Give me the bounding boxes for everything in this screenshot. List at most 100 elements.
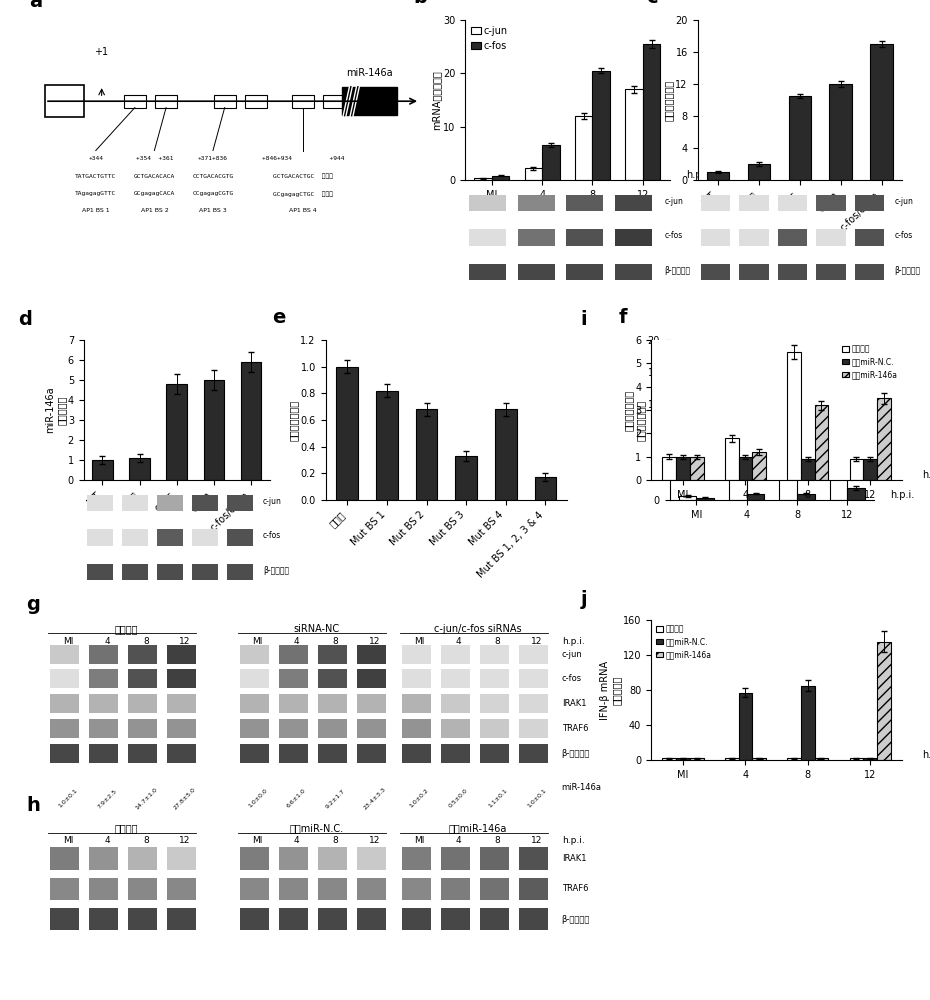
Bar	[752, 758, 766, 760]
Bar	[50, 645, 79, 664]
Bar	[469, 229, 506, 246]
Text: 模拟转染: 模拟转染	[114, 624, 139, 634]
Bar	[518, 264, 554, 280]
Bar	[89, 694, 118, 713]
Bar	[50, 719, 79, 738]
Bar	[337, 367, 358, 500]
Text: +371+836: +371+836	[198, 156, 228, 161]
Bar	[830, 84, 852, 180]
Y-axis label: 相对荧光素活性: 相对荧光素活性	[624, 389, 633, 431]
Y-axis label: 相对荧光素活性: 相对荧光素活性	[664, 79, 674, 121]
Bar	[847, 488, 865, 500]
Bar	[441, 878, 470, 900]
Bar	[240, 669, 269, 688]
Bar	[167, 878, 196, 900]
Bar	[318, 744, 347, 762]
Text: +344: +344	[88, 156, 103, 161]
Bar	[519, 694, 548, 713]
Bar	[676, 758, 690, 760]
Text: β-肌动蛋白: β-肌动蛋白	[895, 266, 921, 275]
Bar	[342, 87, 396, 115]
Bar	[192, 564, 219, 580]
Bar	[402, 878, 431, 900]
Bar	[240, 719, 269, 738]
Bar	[279, 694, 308, 713]
Bar	[724, 758, 738, 760]
Bar	[739, 229, 769, 246]
Text: 1.0±0.1: 1.0±0.1	[58, 788, 78, 809]
Bar	[241, 362, 261, 480]
Text: GCgagagCACA: GCgagagCACA	[134, 191, 175, 196]
Text: CCTGACACGTG: CCTGACACGTG	[193, 174, 233, 179]
Bar	[480, 645, 509, 664]
Text: c-jun/c-fos siRNAs: c-jun/c-fos siRNAs	[434, 624, 522, 634]
Bar	[89, 847, 118, 870]
Bar	[50, 744, 79, 762]
Bar	[156, 529, 183, 546]
Bar	[167, 744, 196, 762]
Bar	[357, 744, 386, 762]
Bar	[676, 457, 690, 480]
Text: AP1 BS 2: AP1 BS 2	[140, 209, 168, 214]
Bar	[877, 642, 891, 760]
Text: MI: MI	[252, 637, 263, 646]
Bar	[787, 758, 801, 760]
Text: β-肌动蛋白: β-肌动蛋白	[664, 266, 691, 275]
Bar	[167, 669, 196, 688]
Legend: 野生型, 突变型: 野生型, 突变型	[674, 345, 707, 372]
Bar	[129, 458, 150, 480]
Bar	[318, 878, 347, 900]
Bar	[441, 669, 470, 688]
Text: +1: +1	[94, 47, 108, 57]
Y-axis label: IFN-β mRNA
相对表现量: IFN-β mRNA 相对表现量	[600, 660, 621, 720]
Bar	[441, 719, 470, 738]
Bar	[469, 195, 506, 211]
Bar	[518, 229, 554, 246]
Bar	[50, 878, 79, 900]
Bar	[441, 645, 470, 664]
Bar	[89, 669, 118, 688]
Bar	[227, 564, 253, 580]
Bar	[204, 380, 224, 480]
Text: c-fos: c-fos	[664, 232, 683, 240]
Text: 0.5±0.0: 0.5±0.0	[448, 788, 469, 809]
Text: 4: 4	[456, 637, 461, 646]
Text: 14.7±1.0: 14.7±1.0	[134, 787, 158, 811]
Bar	[240, 744, 269, 762]
Bar	[128, 908, 157, 930]
Bar	[89, 908, 118, 930]
Text: c-jun: c-jun	[895, 197, 913, 206]
Bar	[592, 71, 610, 180]
Text: h.p.i.: h.p.i.	[562, 637, 584, 646]
Text: h.p.i.: h.p.i.	[923, 750, 930, 760]
Bar	[474, 178, 492, 180]
Bar	[357, 847, 386, 870]
Text: c-jun: c-jun	[263, 497, 282, 506]
Y-axis label: mRNA相对表现量: mRNA相对表现量	[432, 70, 442, 130]
Bar	[122, 529, 149, 546]
Bar	[89, 645, 118, 664]
Text: AP1 BS 1: AP1 BS 1	[82, 209, 110, 214]
Bar	[128, 878, 157, 900]
Bar	[89, 719, 118, 738]
Bar	[279, 669, 308, 688]
Bar	[566, 229, 603, 246]
Text: 12: 12	[179, 637, 191, 646]
Bar	[801, 686, 815, 760]
Bar	[707, 172, 729, 180]
Bar	[830, 376, 847, 500]
Text: h.p.i.: h.p.i.	[891, 490, 915, 500]
Text: IRAK1: IRAK1	[562, 854, 586, 863]
Bar	[155, 95, 177, 108]
Bar	[777, 229, 807, 246]
Text: c-jun: c-jun	[562, 650, 582, 659]
Bar	[519, 908, 548, 930]
Bar	[519, 669, 548, 688]
Text: 1.0±0.1: 1.0±0.1	[526, 788, 547, 809]
Text: CCgagagCGTG: CCgagagCGTG	[193, 191, 233, 196]
Bar	[318, 908, 347, 930]
Y-axis label: miR-146a
相对表现量: miR-146a 相对表现量	[45, 387, 66, 433]
Bar	[227, 529, 253, 546]
Bar	[615, 195, 652, 211]
Bar	[318, 694, 347, 713]
